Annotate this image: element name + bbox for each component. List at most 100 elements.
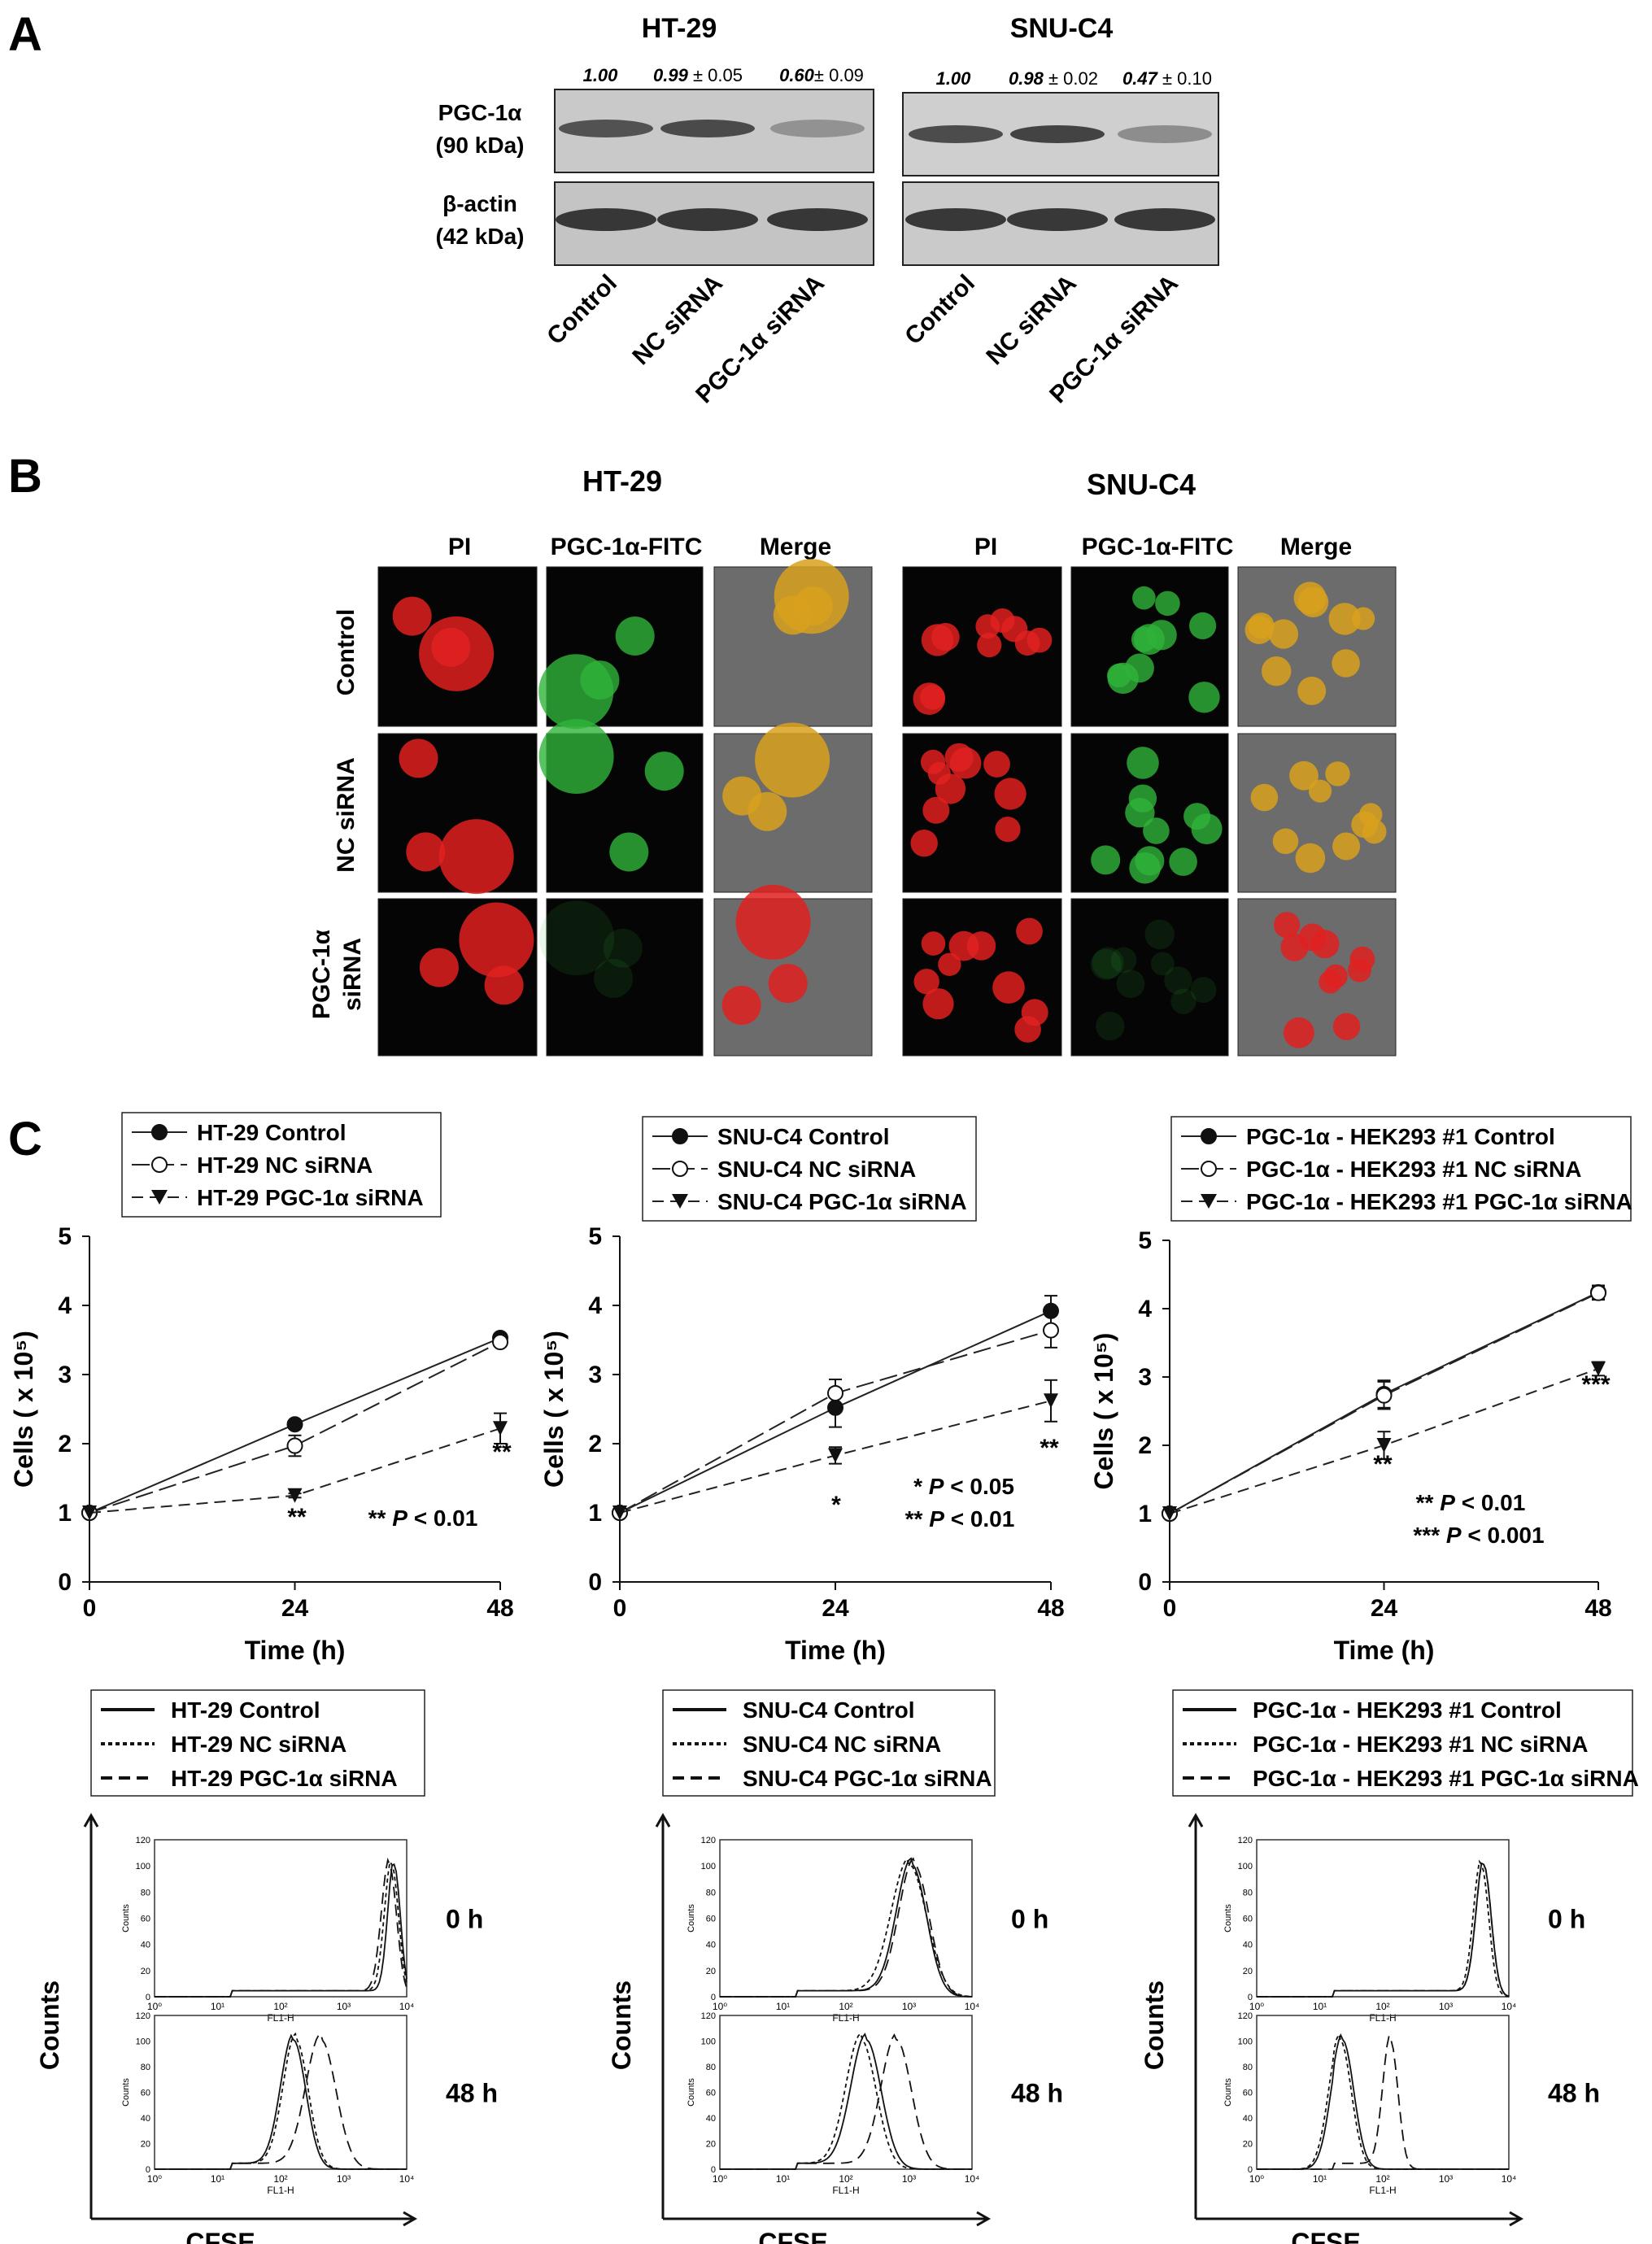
- histogram-trace: [1257, 1859, 1510, 1998]
- lane-label: NC siRNA: [627, 270, 728, 371]
- x-tick-label: 0: [613, 1595, 627, 1622]
- legend-label: HT-29 Control: [197, 1120, 347, 1145]
- histogram-trace: [155, 1857, 408, 1998]
- legend-label: SNU-C4 PGC-1α siRNA: [717, 1189, 967, 1214]
- micro-row-label: siRNA: [339, 938, 366, 1011]
- y-tick-label: 5: [588, 1223, 602, 1250]
- panel-b: HT-29 SNU-C4 PI PGC-1α-FITC Merge PI PGC…: [308, 464, 1397, 1057]
- inner-x-tick: 10⁴: [399, 2173, 415, 2185]
- inner-y-tick: 20: [1243, 1967, 1253, 1976]
- inner-x-tick: 10⁴: [965, 2001, 980, 2012]
- legend-label: HT-29 PGC-1α siRNA: [171, 1766, 398, 1791]
- inner-y-tick: 40: [141, 1941, 150, 1950]
- inner-x-tick: 10²: [1375, 2001, 1389, 2012]
- blot-row-size-actin: (42 kDa): [436, 224, 525, 249]
- significance-mark: **: [492, 1439, 512, 1466]
- y-tick-label: 2: [588, 1431, 602, 1458]
- inner-y-tick: 0: [146, 1993, 150, 2002]
- significance-mark: ***: [1581, 1371, 1610, 1398]
- histogram-trace: [155, 2032, 407, 2170]
- y-tick-label: 5: [58, 1223, 72, 1250]
- y-tick-label: 3: [1138, 1364, 1152, 1391]
- growth-chart: HT-29 Control HT-29 NC siRNA HT-29 PGC-1α …: [9, 1112, 514, 1665]
- time-label: 48 h: [446, 2079, 498, 2108]
- data-point: [612, 1505, 627, 1520]
- y-tick-label: 4: [1138, 1296, 1152, 1322]
- blot-snuc4: SNU-C4 1.00 0.98 ± 0.02 0.47 ± 0.10 Cont…: [900, 13, 1219, 408]
- panel-letter-c: C: [8, 1113, 42, 1166]
- significance-mark: *: [831, 1492, 841, 1519]
- inner-x-tick: 10³: [1439, 2001, 1453, 2012]
- data-point: [1043, 1322, 1059, 1339]
- significance-mark: **: [1040, 1435, 1059, 1462]
- data-point: [1591, 1361, 1606, 1376]
- panel-letter-a: A: [8, 8, 42, 61]
- y-tick-label: 0: [58, 1569, 72, 1596]
- inner-y-tick: 20: [141, 2140, 150, 2150]
- inner-y-tick: 100: [136, 2037, 150, 2047]
- inner-y-label: Counts: [1223, 2078, 1233, 2107]
- inner-x-label: FL1-H: [1369, 2012, 1396, 2024]
- legend-label: HT-29 NC siRNA: [171, 1732, 347, 1757]
- x-tick-label: 48: [486, 1595, 513, 1622]
- micro-image: [902, 898, 1062, 1057]
- growth-chart: SNU-C4 Control SNU-C4 NC siRNA SNU-C4 PGC-…: [539, 1116, 1065, 1665]
- x-tick-label: 48: [1584, 1595, 1611, 1622]
- micro-col-label: PGC-1α-FITC: [551, 534, 703, 560]
- histogram-trace: [720, 2033, 972, 2170]
- chart-legend: SNU-C4 Control SNU-C4 NC siRNA SNU-C4 PGC-…: [662, 1689, 996, 1797]
- micro-image: [539, 898, 704, 1057]
- inner-y-tick: 60: [1243, 2089, 1253, 2098]
- histogram-trace: [1257, 2033, 1509, 2170]
- inner-x-tick: 10⁴: [1502, 2001, 1517, 2012]
- inner-y-tick: 40: [706, 2114, 716, 2124]
- p-value-note: *** P < 0.001: [1413, 1523, 1544, 1548]
- blot-row-label-pgc: PGC-1α: [438, 100, 522, 125]
- inner-x-tick: 10¹: [211, 2001, 224, 2012]
- blot-title: SNU-C4: [1010, 13, 1114, 44]
- data-point: [82, 1505, 97, 1520]
- inner-y-tick: 60: [706, 1915, 716, 1924]
- inner-x-tick: 10²: [839, 2001, 852, 2012]
- time-label: 0 h: [446, 1905, 483, 1934]
- y-axis-label: Counts: [35, 1980, 64, 2070]
- blot-ratio: 1.00: [936, 68, 972, 89]
- inner-x-tick: 10¹: [776, 2173, 790, 2185]
- legend-label: SNU-C4 NC siRNA: [743, 1732, 941, 1757]
- histogram-trace: [155, 1863, 408, 1998]
- micro-col-label: Merge: [760, 534, 831, 560]
- inner-x-tick: 10⁰: [147, 2173, 162, 2185]
- x-axis-label: Time (h): [785, 1636, 886, 1665]
- x-axis-label: CFSE: [185, 2228, 255, 2244]
- y-tick-label: 1: [1138, 1501, 1152, 1527]
- legend-label: PGC-1α - HEK293 #1 PGC-1α siRNA: [1246, 1189, 1632, 1214]
- micro-col-label: Merge: [1280, 534, 1352, 560]
- inner-y-tick: 120: [136, 1836, 150, 1845]
- blot-band-actin: [767, 208, 868, 231]
- inner-x-tick: 10¹: [1313, 2001, 1327, 2012]
- blot-ratio: 0.98 ± 0.02: [1009, 68, 1098, 89]
- blot-ht29: HT-29 1.00 0.99 ± 0.05 0.60± 0.09 Contro…: [542, 13, 874, 408]
- micro-row-label: Control: [333, 609, 360, 696]
- blot-ratio: 1.00: [583, 65, 619, 85]
- histogram-trace: [1257, 2033, 1509, 2170]
- histogram-trace: [155, 2033, 407, 2170]
- histogram-trace: [720, 1857, 972, 1998]
- inner-x-tick: 10⁰: [1249, 2173, 1264, 2185]
- data-point: [1162, 1506, 1177, 1521]
- inner-y-label: Counts: [121, 2078, 131, 2107]
- inner-x-tick: 10⁰: [1249, 2001, 1264, 2012]
- blot-title: HT-29: [642, 13, 717, 44]
- series-line: [89, 1341, 501, 1514]
- blot-band-actin: [657, 208, 758, 231]
- blot-band-actin: [1007, 208, 1108, 231]
- blot-row-size-pgc: (90 kDa): [436, 133, 525, 158]
- micro-col-label: PI: [448, 534, 471, 560]
- flow-chart: PGC-1α - HEK293 #1 Control PGC-1α - HEK29…: [1140, 1689, 1639, 2244]
- micro-image: [902, 733, 1062, 893]
- inner-x-tick: 10⁰: [713, 2001, 727, 2012]
- inner-x-tick: 10¹: [1313, 2173, 1327, 2185]
- x-tick-label: 0: [83, 1595, 97, 1622]
- histogram-trace: [155, 2032, 407, 2170]
